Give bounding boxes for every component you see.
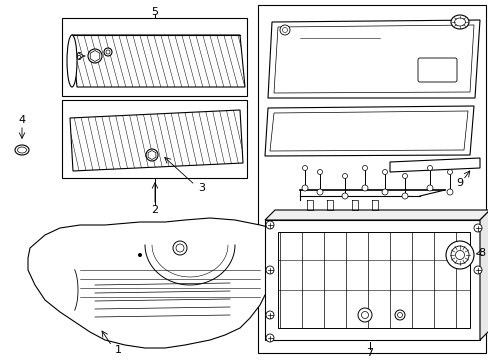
Circle shape <box>173 241 186 255</box>
Polygon shape <box>72 35 244 87</box>
Circle shape <box>382 170 386 175</box>
Circle shape <box>265 266 273 274</box>
Circle shape <box>381 189 387 195</box>
Circle shape <box>88 49 102 63</box>
Circle shape <box>342 174 347 179</box>
Text: 8: 8 <box>477 248 484 258</box>
Circle shape <box>104 48 112 56</box>
Ellipse shape <box>15 145 29 155</box>
Circle shape <box>402 174 407 179</box>
Polygon shape <box>70 110 243 171</box>
Polygon shape <box>479 210 488 340</box>
Bar <box>258 5 485 353</box>
Circle shape <box>265 311 273 319</box>
FancyBboxPatch shape <box>417 58 456 82</box>
Text: 9: 9 <box>455 178 463 188</box>
Circle shape <box>361 185 367 191</box>
Circle shape <box>280 25 289 35</box>
Circle shape <box>450 246 468 264</box>
Circle shape <box>361 311 368 319</box>
Ellipse shape <box>18 147 26 153</box>
Circle shape <box>447 170 451 175</box>
Circle shape <box>473 224 481 232</box>
Circle shape <box>317 170 322 175</box>
Text: 5: 5 <box>151 7 158 17</box>
Circle shape <box>149 152 155 158</box>
Ellipse shape <box>67 35 77 87</box>
Circle shape <box>394 310 404 320</box>
Circle shape <box>106 50 110 54</box>
Circle shape <box>426 185 432 191</box>
Circle shape <box>265 221 273 229</box>
Circle shape <box>282 27 287 32</box>
Polygon shape <box>389 158 479 172</box>
Polygon shape <box>264 220 479 340</box>
Polygon shape <box>28 218 302 348</box>
Circle shape <box>302 166 307 171</box>
Circle shape <box>473 266 481 274</box>
Circle shape <box>446 189 452 195</box>
Circle shape <box>454 251 464 260</box>
Text: 1: 1 <box>114 345 121 355</box>
Polygon shape <box>264 106 473 156</box>
Ellipse shape <box>450 15 468 29</box>
Circle shape <box>146 149 158 161</box>
Text: 7: 7 <box>366 348 373 358</box>
Text: 3: 3 <box>198 183 205 193</box>
Circle shape <box>401 193 407 199</box>
Circle shape <box>357 308 371 322</box>
Circle shape <box>362 166 367 171</box>
Circle shape <box>445 241 473 269</box>
Circle shape <box>302 185 307 191</box>
Circle shape <box>176 244 183 252</box>
Circle shape <box>427 166 431 171</box>
Circle shape <box>138 253 142 257</box>
Bar <box>62 18 246 96</box>
Text: 2: 2 <box>151 205 158 215</box>
Bar <box>62 100 246 178</box>
Circle shape <box>341 193 347 199</box>
Circle shape <box>397 312 402 318</box>
Circle shape <box>265 334 273 342</box>
Ellipse shape <box>453 18 465 26</box>
Circle shape <box>91 53 98 59</box>
Polygon shape <box>267 20 479 98</box>
Bar <box>278 232 469 328</box>
Polygon shape <box>264 210 488 220</box>
Text: 4: 4 <box>19 115 25 125</box>
Text: 6: 6 <box>75 52 81 62</box>
Circle shape <box>316 189 323 195</box>
